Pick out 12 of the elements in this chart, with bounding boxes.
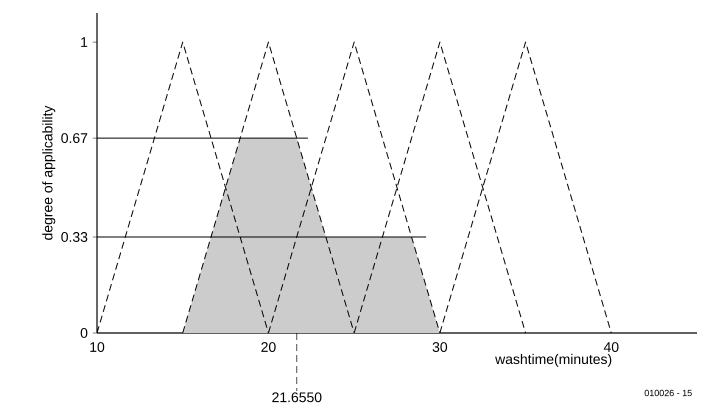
- y-axis-title: degree of applicability: [42, 106, 56, 240]
- y-tick-label: 1: [81, 37, 88, 47]
- x-tick-label: 30: [432, 342, 448, 352]
- x-axis-title: washtime(minutes): [495, 354, 612, 367]
- y-tick-label: 0.33: [61, 232, 88, 242]
- text: 010026 - 15: [644, 390, 692, 396]
- x-tick-label: 20: [261, 342, 276, 352]
- y-tick-label: 0.67: [61, 133, 88, 144]
- y-tick-label: 0: [80, 328, 88, 338]
- ref-line-label: 21.6550: [272, 392, 322, 402]
- x-tick-label: 10: [90, 342, 104, 352]
- x-tick-label: 40: [604, 342, 619, 352]
